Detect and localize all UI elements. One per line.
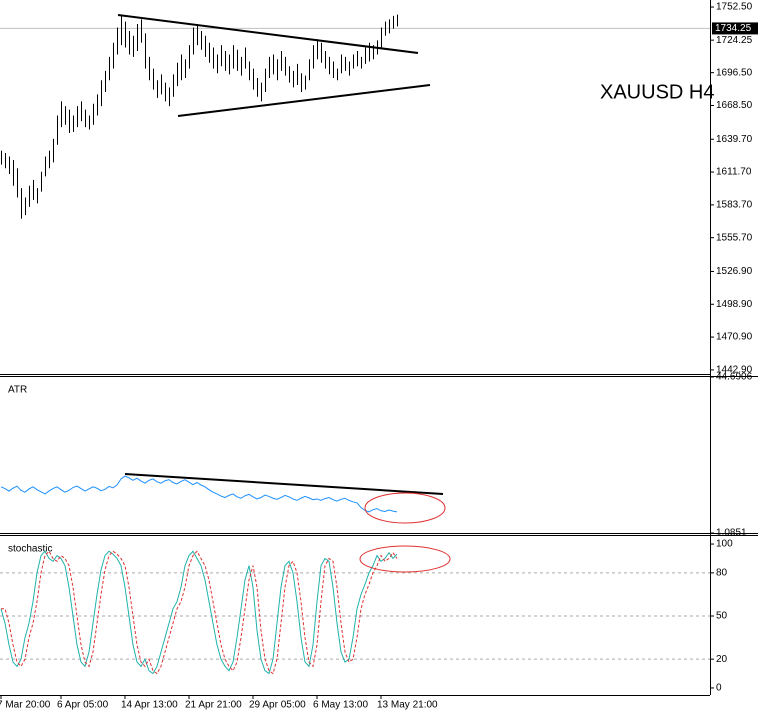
y-tick-label: 1752.50 <box>716 2 753 13</box>
y-tick-label: 1583.70 <box>716 200 753 211</box>
x-tick-label: 6 May 13:00 <box>313 700 368 711</box>
y-tick-label: 1555.70 <box>716 232 753 243</box>
y-tick-label: 1724.25 <box>716 35 753 46</box>
y-tick-label: 50 <box>716 611 728 622</box>
series-line <box>1 550 398 675</box>
panel-title: stochastic <box>8 544 52 555</box>
y-tick-label: 1442.90 <box>716 365 753 376</box>
y-tick-label: 1526.90 <box>716 266 753 277</box>
y-tick-label: 1668.50 <box>716 100 753 111</box>
y-tick-label: 1470.90 <box>716 332 753 343</box>
y-tick-label: 1498.90 <box>716 299 753 310</box>
y-tick-label: 80 <box>716 567 728 578</box>
y-tick-label: 1.0851 <box>716 528 747 539</box>
highlight-ellipse <box>359 545 451 573</box>
highlight-ellipse <box>364 492 446 524</box>
y-tick-label: 44.6906 <box>716 372 753 383</box>
y-tick-label: 20 <box>716 654 728 665</box>
x-tick-label: 14 Apr 13:00 <box>121 700 178 711</box>
panel-title: ATR <box>8 385 27 396</box>
series-line <box>0 550 398 675</box>
y-tick-label: 1611.70 <box>716 167 752 178</box>
x-tick-label: 29 Apr 05:00 <box>249 700 306 711</box>
y-tick-label: 1639.70 <box>716 134 753 145</box>
x-tick-label: 21 Apr 21:00 <box>185 700 242 711</box>
chart-annotation: XAUUSD H4 <box>600 81 714 103</box>
series-line <box>0 475 398 513</box>
x-tick-label: 6 Apr 05:00 <box>57 700 109 711</box>
trend-line <box>177 84 431 117</box>
y-tick-label: 0 <box>716 683 722 694</box>
trend-line <box>124 473 444 495</box>
y-tick-label: 1696.50 <box>716 67 753 78</box>
x-tick-label: 13 May 21:00 <box>377 700 438 711</box>
x-tick-label: 7 Mar 20:00 <box>0 700 51 711</box>
trend-line <box>117 14 419 54</box>
y-tick-label: 100 <box>716 539 733 550</box>
price-label: 1734.25 <box>715 23 752 34</box>
price-label-box <box>712 22 758 35</box>
